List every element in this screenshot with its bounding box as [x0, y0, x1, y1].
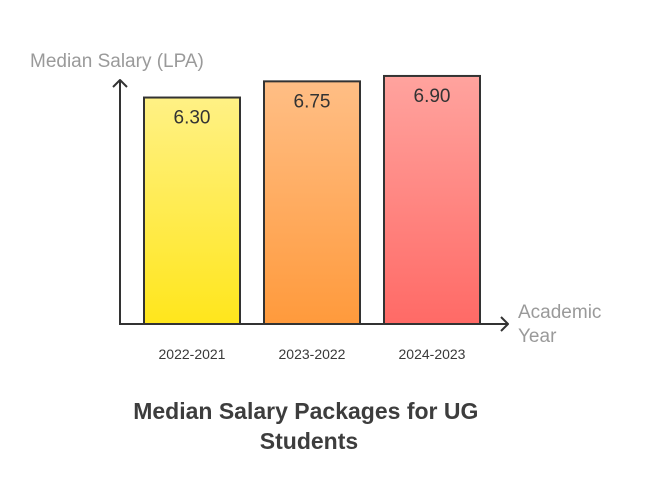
- chart-title-line-1: Median Salary Packages for UG: [133, 398, 478, 424]
- x-axis-title-line-1: Academic: [518, 302, 601, 323]
- y-axis-title: Median Salary (LPA): [30, 51, 204, 72]
- bar-2022-2021: [143, 96, 241, 325]
- x-tick-label-2022-2021: 2022-2021: [159, 346, 226, 362]
- data-label-2022-2021: 6.30: [174, 108, 211, 129]
- x-tick-label-2023-2022: 2023-2022: [279, 346, 346, 362]
- data-label-2024-2023: 6.90: [414, 86, 451, 107]
- axes: [112, 79, 509, 332]
- bar-2023-2022: [263, 80, 361, 326]
- chart-title: Median Salary Packages for UG Students: [133, 398, 485, 454]
- bar-2024-2023: [383, 74, 481, 325]
- x-tick-label-2024-2023: 2024-2023: [399, 346, 466, 362]
- bars-group: 6.30 6.75 6.90: [143, 74, 481, 326]
- x-tick-labels: 2022-2021 2023-2022 2024-2023: [159, 346, 466, 362]
- y-axis-arrow: [112, 79, 128, 88]
- data-label-2023-2022: 6.75: [294, 91, 331, 112]
- x-axis-title-line-2: Year: [518, 326, 557, 347]
- x-axis-arrow: [500, 316, 509, 332]
- chart-title-line-2: Students: [260, 428, 358, 454]
- x-axis-title: Academic Year: [518, 302, 607, 347]
